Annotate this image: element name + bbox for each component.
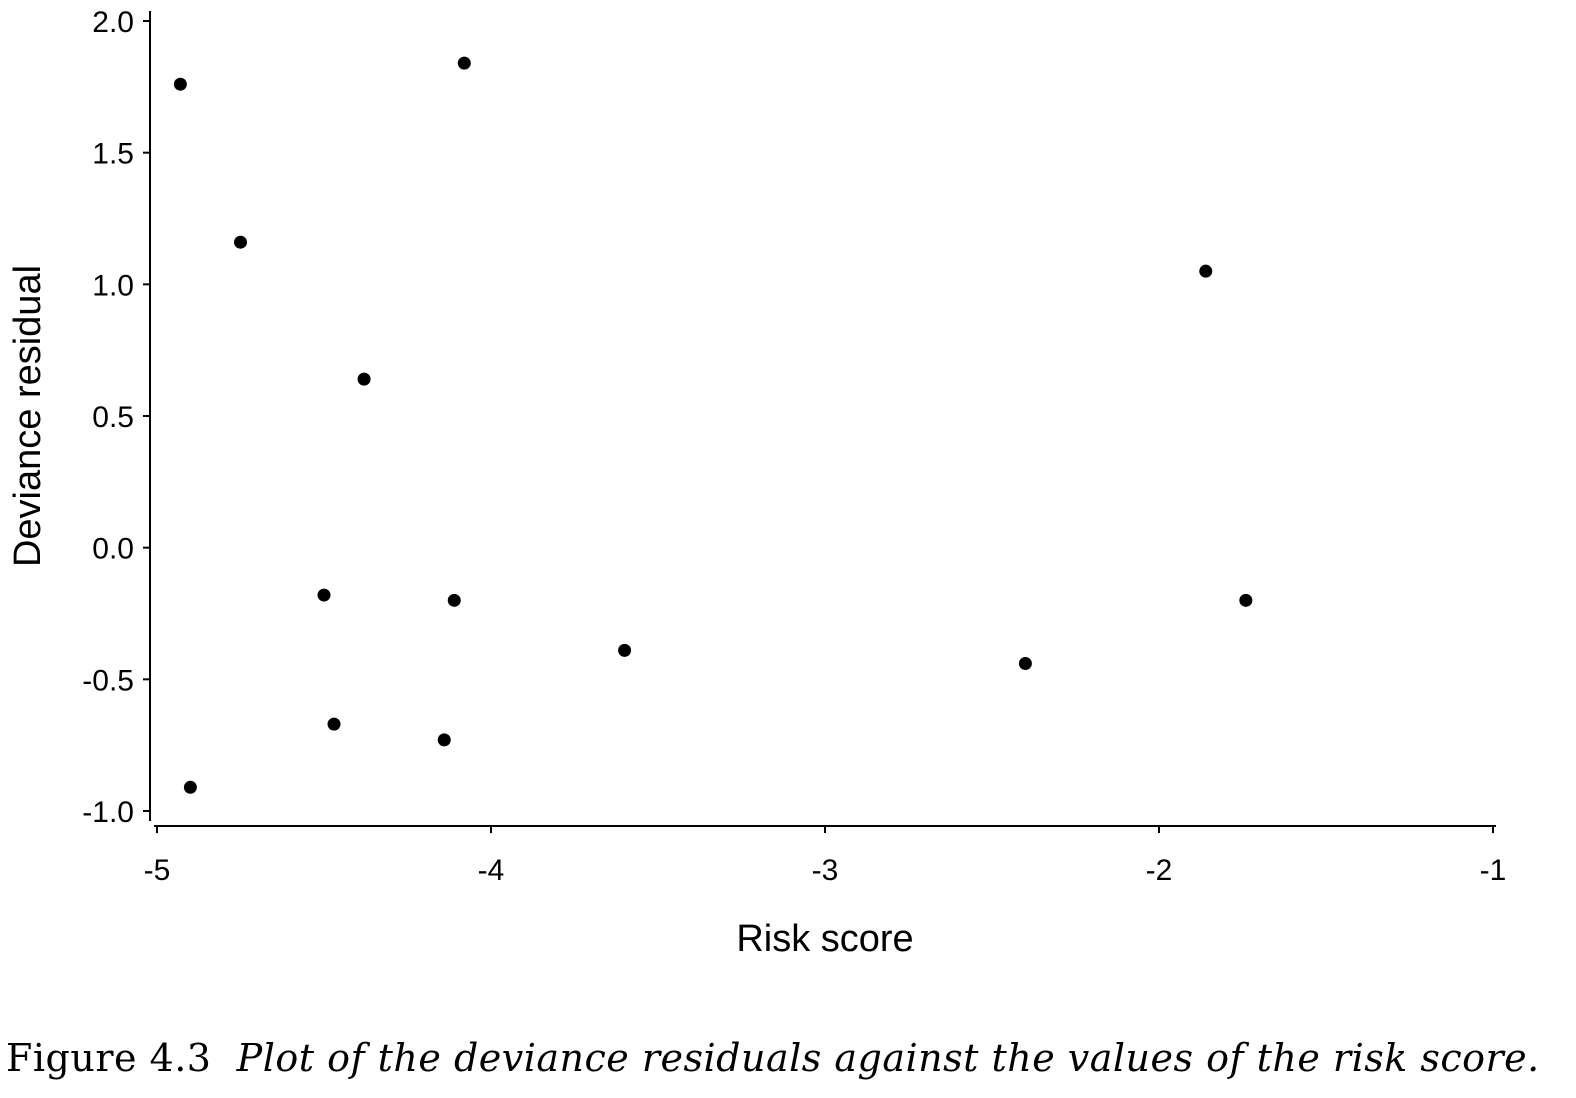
- y-tick-label: -1.0: [82, 796, 134, 829]
- data-point: [437, 733, 451, 747]
- caption-text: Plot of the deviance residuals against t…: [236, 1036, 1540, 1080]
- y-axis-title: Deviance residual: [7, 265, 49, 567]
- y-tick-label: 1.0: [92, 269, 134, 302]
- x-axis-title: Risk score: [736, 918, 913, 960]
- y-tick-label: -0.5: [82, 664, 134, 697]
- y-tick-label: 1.5: [92, 138, 134, 171]
- data-point: [1018, 657, 1032, 671]
- x-tick-label: -1: [1480, 854, 1507, 887]
- data-point: [327, 717, 341, 731]
- data-point: [1199, 264, 1213, 278]
- data-point: [357, 372, 371, 386]
- data-points: [173, 56, 1253, 794]
- data-point: [173, 77, 187, 91]
- data-point: [1239, 593, 1253, 607]
- x-tick-label: -2: [1146, 854, 1173, 887]
- data-point: [317, 588, 331, 602]
- data-point: [183, 780, 197, 794]
- ticks: -1.0 -0.5 0.0 0.5 1.0 1.5 2.0 -5 -4 -3 -2 -1: [82, 6, 1506, 887]
- data-point: [618, 643, 632, 657]
- y-tick-label: 0.0: [92, 533, 134, 566]
- data-point: [234, 235, 247, 249]
- caption-label: Figure 4.3: [6, 1036, 212, 1080]
- x-tick-label: -4: [478, 854, 505, 887]
- data-point: [457, 56, 471, 70]
- axes: [149, 11, 1496, 827]
- y-tick-label: 2.0: [92, 6, 134, 39]
- x-tick-label: -3: [812, 854, 839, 887]
- data-point: [447, 593, 461, 607]
- scatter-chart: -1.0 -0.5 0.0 0.5 1.0 1.5 2.0 -5 -4 -3 -2 -1 Risk s…: [7, 6, 1506, 960]
- y-tick-label: 0.5: [92, 401, 134, 434]
- x-tick-label: -5: [144, 854, 171, 887]
- figure-caption: Figure 4.3 Plot of the deviance residual…: [6, 1036, 1572, 1080]
